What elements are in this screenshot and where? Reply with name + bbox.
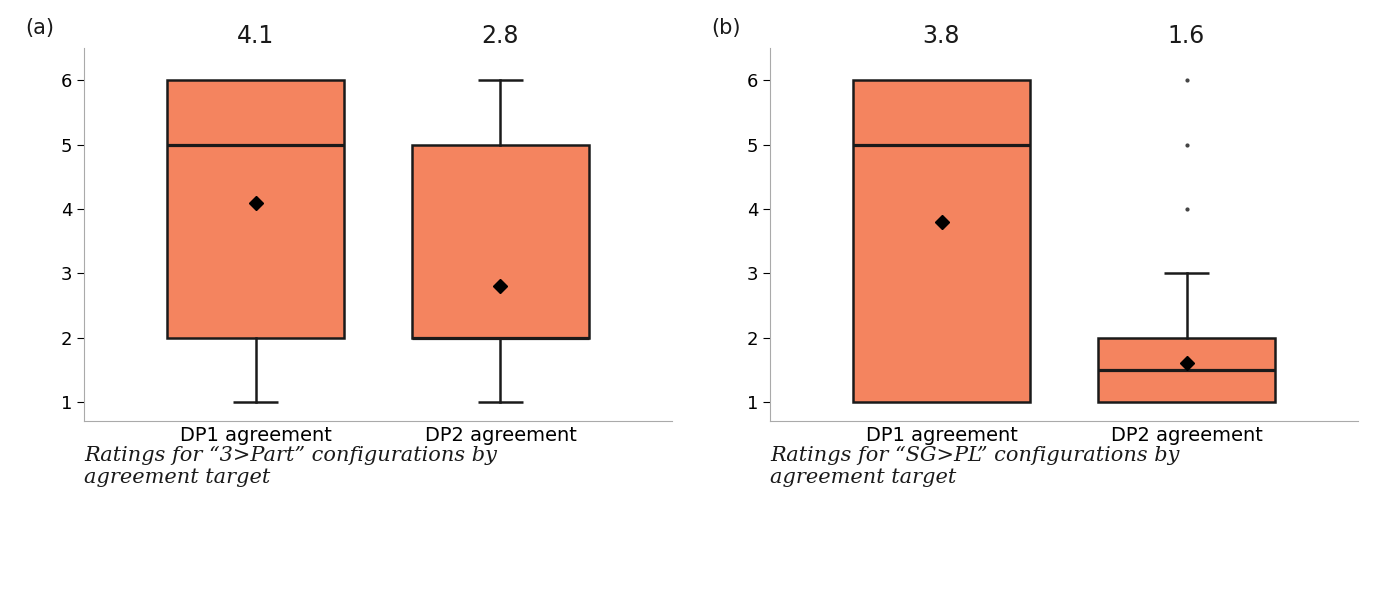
Text: 2.8: 2.8 xyxy=(482,24,519,48)
Text: (a): (a) xyxy=(25,18,55,39)
Text: (b): (b) xyxy=(711,18,741,39)
Text: Ratings for “3>Part” configurations by
agreement target: Ratings for “3>Part” configurations by a… xyxy=(84,445,497,486)
Text: Ratings for “SG>PL” configurations by
agreement target: Ratings for “SG>PL” configurations by ag… xyxy=(770,445,1179,486)
Text: 3.8: 3.8 xyxy=(923,24,960,48)
Text: 4.1: 4.1 xyxy=(237,24,274,48)
Bar xyxy=(854,80,1030,402)
Bar xyxy=(412,144,589,338)
Bar xyxy=(1099,338,1275,402)
Bar xyxy=(168,80,343,338)
Text: 1.6: 1.6 xyxy=(1168,24,1205,48)
